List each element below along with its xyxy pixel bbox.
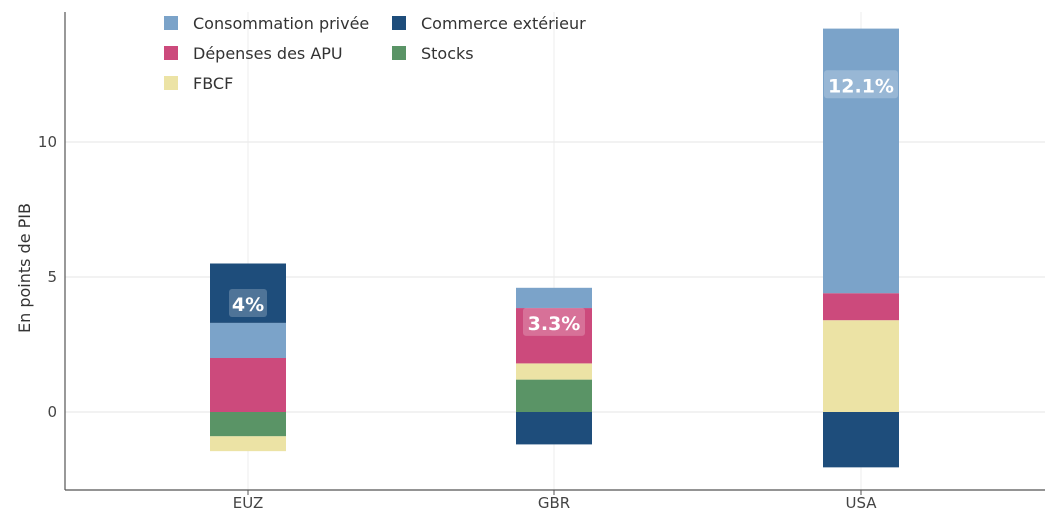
- annotation-box: [229, 289, 267, 317]
- legend-label: Commerce extérieur: [421, 14, 586, 33]
- bar-segment: [516, 412, 592, 445]
- axes: 0 5 10 EUZ GBR USA: [38, 12, 1045, 512]
- legend: Consommation privée Commerce extérieur Dép…: [164, 14, 586, 93]
- total-label: 3.3%: [528, 313, 581, 335]
- total-label: 12.1%: [828, 75, 894, 97]
- bar-segment: [210, 322, 286, 358]
- legend-label: Stocks: [421, 44, 474, 63]
- x-tick-label: USA: [845, 494, 877, 512]
- bar-segment: [210, 358, 286, 412]
- bar-segment: [516, 379, 592, 412]
- legend-swatch: [164, 76, 178, 90]
- y-axis-label: En points de PIB: [15, 203, 34, 333]
- bar-segment: [823, 28, 899, 294]
- legend-swatch: [392, 46, 406, 60]
- bar-segment: [823, 412, 899, 468]
- bars: [210, 28, 899, 468]
- annotation-box: [824, 70, 898, 99]
- y-tick-label: 0: [47, 403, 57, 421]
- bar-segment: [823, 293, 899, 321]
- total-label: 4%: [232, 294, 264, 316]
- bar-segment: [210, 412, 286, 437]
- bar-segment: [823, 320, 899, 412]
- legend-swatch: [164, 46, 178, 60]
- annotation-box: [523, 307, 585, 336]
- y-tick-label: 10: [38, 133, 57, 151]
- legend-label: FBCF: [193, 74, 233, 93]
- x-tick-label: EUZ: [233, 494, 263, 512]
- x-tick-label: GBR: [538, 494, 570, 512]
- bar-segment: [210, 263, 286, 323]
- legend-label: Consommation privée: [193, 14, 369, 33]
- bar-segment: [210, 436, 286, 452]
- legend-swatch: [392, 16, 406, 30]
- bar-segment: [516, 363, 592, 380]
- bar-segment: [516, 287, 592, 309]
- y-tick-label: 5: [47, 268, 57, 286]
- bar-segment: [516, 308, 592, 364]
- legend-swatch: [164, 16, 178, 30]
- bar-annotations: 4% 3.3% 12.1%: [229, 70, 898, 336]
- legend-label: Dépenses des APU: [193, 44, 343, 63]
